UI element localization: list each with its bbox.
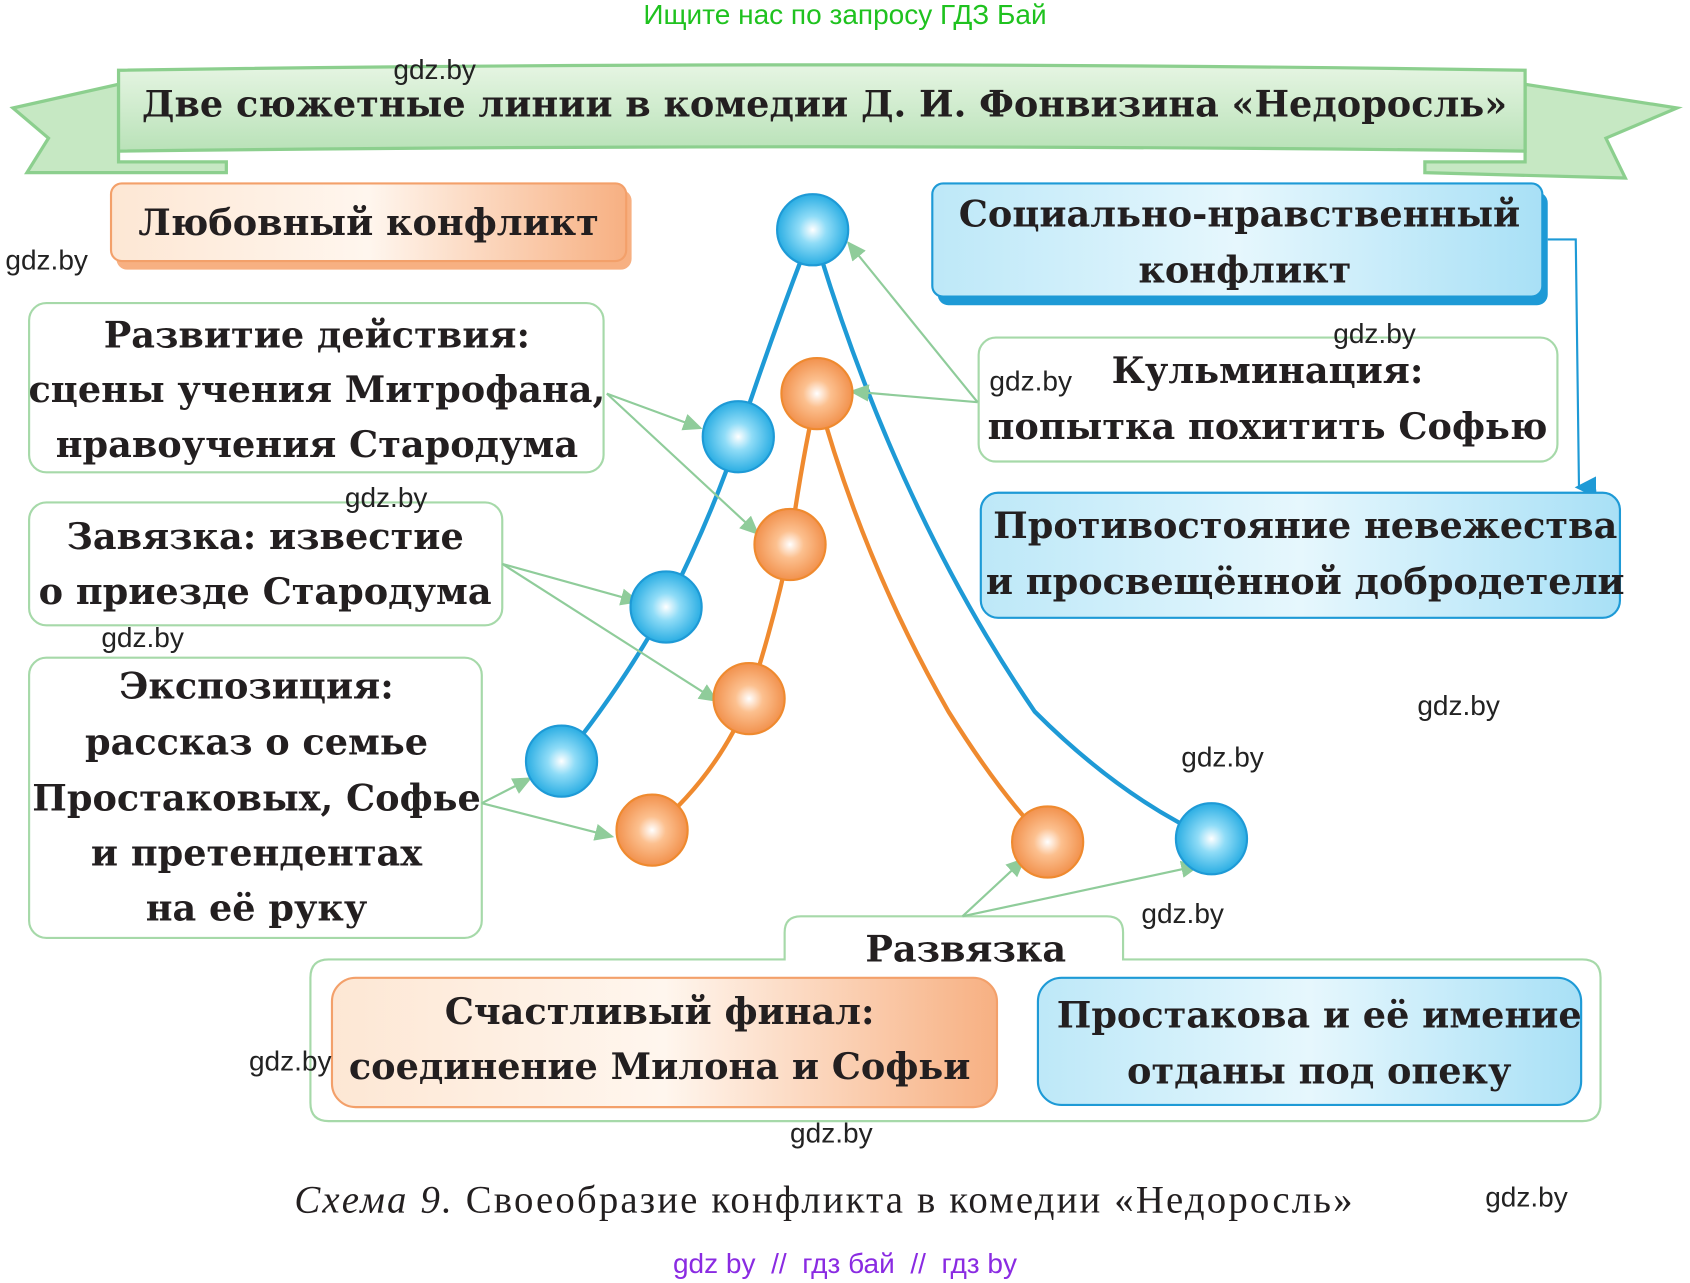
svg-text:нравоучения Стародума: нравоучения Стародума	[56, 423, 578, 466]
node-love-development	[753, 507, 827, 582]
exposition-start-box: Завязка: известие о приезде Стародума	[28, 501, 504, 627]
prostakova-box: Простакова и её имение отданы под опеку	[1036, 976, 1583, 1107]
arrow-denouement-orange	[961, 857, 1026, 918]
node-social-exposition	[524, 724, 599, 798]
svg-text:gdz.by: gdz.by	[5, 245, 88, 276]
svg-text:Любовный конфликт: Любовный конфликт	[138, 201, 599, 244]
exposition-box: Экспозиция: рассказ о семье Простаковых,…	[28, 656, 483, 939]
svg-text:отданы под опеку: отданы под опеку	[1127, 1049, 1512, 1092]
svg-text:gdz.by: gdz.by	[989, 365, 1072, 396]
arrow-climax-blue	[846, 241, 979, 403]
svg-text:конфликт: конфликт	[1138, 249, 1351, 292]
svg-text:gdz.by: gdz.by	[1485, 1181, 1568, 1212]
happy-ending-box: Счастливый финал: соединение Милона и Со…	[330, 976, 999, 1109]
svg-text:Противостояние невежества: Противостояние невежества	[993, 504, 1617, 547]
svg-text:сцены учения Митрофана,: сцены учения Митрофана,	[28, 368, 605, 411]
svg-text:Социально-нравственный: Социально-нравственный	[959, 193, 1520, 236]
svg-text:gdz.by: gdz.by	[101, 622, 184, 653]
social-conflict-header: Социально-нравственный конфликт	[931, 182, 1548, 306]
svg-text:Простаковых, Софье: Простаковых, Софье	[32, 777, 481, 820]
arrow-denouement-blue	[962, 860, 1201, 918]
search-banner: Ищите нас по запросу ГДЗ Бай	[643, 0, 1046, 30]
svg-text:на её руку: на её руку	[146, 887, 368, 930]
svg-text:Простакова и её имение: Простакова и её имение	[1057, 993, 1582, 1036]
social-to-opposition-arrow	[1547, 238, 1597, 498]
node-social-climax	[776, 193, 850, 267]
diagram-title: Две сюжетные линии в комедии Д. И. Фонви…	[142, 83, 1507, 126]
figure-caption: Схема 9. Своеобразие конфликта в комедии…	[294, 1179, 1354, 1222]
node-love-start	[712, 661, 786, 736]
arrow-start-blue	[501, 562, 641, 606]
svg-text:Экспозиция:: Экспозиция:	[119, 665, 393, 708]
svg-text:gdz.by: gdz.by	[1417, 690, 1500, 721]
connector-arrows	[481, 241, 1201, 918]
arrow-start-orange	[501, 562, 719, 702]
arrow-exposition-blue	[481, 777, 533, 805]
svg-text:gdz.by: gdz.by	[1333, 318, 1416, 349]
svg-text:gdz.by: gdz.by	[1181, 742, 1264, 773]
svg-text:Завязка: известие: Завязка: известие	[67, 515, 464, 558]
node-social-start	[629, 570, 703, 644]
opposition-box: Противостояние невежества и просвещённой…	[979, 491, 1625, 619]
arrow-development-blue	[606, 392, 703, 431]
svg-text:Счастливый финал:: Счастливый финал:	[445, 990, 875, 1033]
svg-text:попытка похитить Софью: попытка похитить Софью	[988, 405, 1548, 448]
node-love-exposition	[615, 793, 689, 867]
footer-links: gdz by // гдз бай // гдз by	[673, 1248, 1017, 1279]
node-love-denouement	[1010, 805, 1085, 879]
svg-text:gdz.by: gdz.by	[249, 1045, 332, 1076]
svg-text:Кульминация:: Кульминация:	[1112, 349, 1424, 392]
development-box: Развитие действия: сцены учения Митрофан…	[28, 301, 605, 474]
title-ribbon: Две сюжетные линии в комедии Д. И. Фонви…	[9, 63, 1683, 180]
svg-text:рассказ о семье: рассказ о семье	[85, 721, 428, 764]
svg-text:gdz.by: gdz.by	[393, 54, 476, 85]
svg-text:и просвещённой добродетели: и просвещённой добродетели	[986, 560, 1625, 603]
watermarks: gdz.by gdz.by gdz.by gdz.by gdz.by gdz.b…	[5, 54, 1567, 1212]
svg-text:и претендентах: и претендентах	[91, 832, 423, 875]
svg-text:gdz.by: gdz.by	[345, 482, 428, 513]
node-love-climax	[780, 356, 854, 431]
climax-box: Кульминация: попытка похитить Софью	[977, 336, 1559, 463]
svg-text:gdz.by: gdz.by	[1141, 898, 1224, 929]
svg-text:Развитие действия:: Развитие действия:	[104, 313, 530, 356]
arrow-exposition-orange	[481, 802, 615, 841]
node-social-denouement	[1174, 802, 1249, 876]
arrow-development-orange	[606, 392, 760, 536]
svg-text:о приезде Стародума: о приезде Стародума	[39, 570, 492, 613]
denouement-label: Развязка	[865, 928, 1066, 971]
arrow-climax-orange	[849, 384, 978, 404]
svg-text:соединение Милона и Софьи: соединение Милона и Софьи	[349, 1045, 971, 1088]
node-social-development	[701, 400, 775, 474]
love-conflict-header: Любовный конфликт	[109, 182, 632, 270]
denouement-container: Развязка Счастливый финал: соединение Ми…	[309, 915, 1602, 1123]
svg-text:gdz.by: gdz.by	[790, 1118, 873, 1149]
